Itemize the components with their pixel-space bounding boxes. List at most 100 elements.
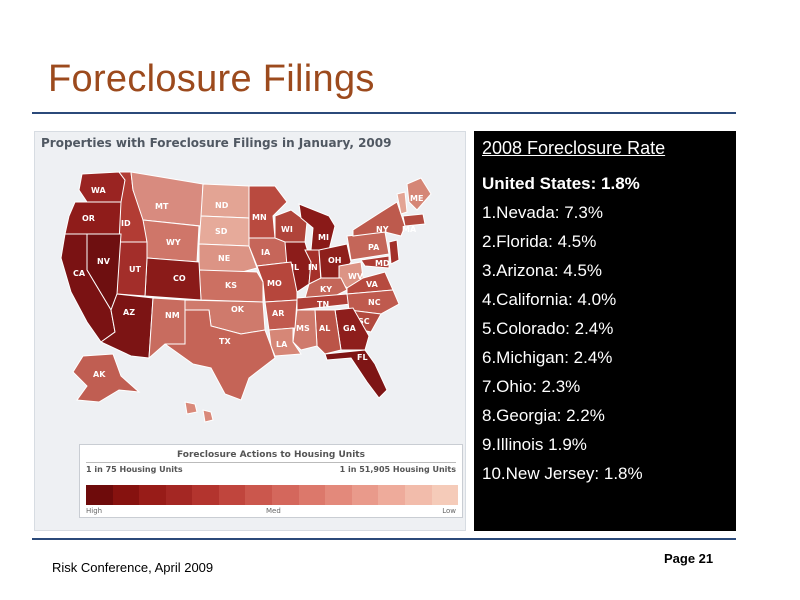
rate-list-item: 2.Florida: 4.5% xyxy=(482,232,597,251)
rate-panel-title: 2008 Foreclosure Rate xyxy=(482,138,666,158)
state-label: FL xyxy=(357,353,368,362)
state-label: MA xyxy=(402,225,417,234)
rate-list-item: 4.California: 4.0% xyxy=(482,290,617,309)
state-label: AK xyxy=(93,370,106,379)
state-VA xyxy=(346,271,394,295)
state-label: AL xyxy=(319,324,330,333)
legend-low-label: Low xyxy=(442,507,456,515)
rate-list-item: 1.Nevada: 7.3% xyxy=(482,203,603,222)
state-label: CO xyxy=(173,274,186,283)
state-label: NY xyxy=(376,225,389,234)
state-ME xyxy=(406,177,432,211)
state-label: AR xyxy=(272,309,284,318)
state-label: WA xyxy=(91,186,106,195)
legend-title: Foreclosure Actions to Housing Units xyxy=(177,450,365,460)
legend-swatch xyxy=(165,485,193,505)
state-NM xyxy=(148,297,186,360)
legend-swatch xyxy=(431,485,459,505)
state-label: WV xyxy=(348,272,364,281)
legend-color-scale xyxy=(86,485,459,505)
state-label: IL xyxy=(291,263,299,272)
state-label: LA xyxy=(276,340,288,349)
state-label: NC xyxy=(368,298,381,307)
state-TX xyxy=(163,309,276,401)
rate-list-item: 10.New Jersey: 1.8% xyxy=(482,464,643,483)
rate-list-item: 6.Michigan: 2.4% xyxy=(482,348,613,367)
us-state-map: WA OR ID MT ND SD WY NE MN IA WI MI xyxy=(60,171,432,423)
page-number: Page 21 xyxy=(664,551,714,566)
legend-high-label: High xyxy=(86,507,103,515)
legend-swatch xyxy=(378,485,405,505)
state-label: MT xyxy=(155,202,169,211)
legend-swatch xyxy=(112,485,140,505)
map-legend: Foreclosure Actions to Housing Units 1 i… xyxy=(79,444,463,518)
legend-swatch xyxy=(192,485,219,505)
state-NY xyxy=(352,201,406,237)
state-MS xyxy=(292,309,318,351)
state-label: GA xyxy=(343,324,357,333)
legend-swatch xyxy=(404,485,432,505)
state-label: MN xyxy=(252,213,267,222)
state-HI xyxy=(184,401,214,423)
state-label: NM xyxy=(165,311,180,320)
rate-list-item: 9.Illinois 1.9% xyxy=(482,435,587,454)
state-FL xyxy=(324,349,388,399)
slide-title: Foreclosure Filings xyxy=(48,58,375,100)
state-VT xyxy=(396,191,408,215)
map-heading: Properties with Foreclosure Filings in J… xyxy=(41,136,392,150)
state-NC xyxy=(346,289,400,315)
state-label: OK xyxy=(231,305,245,314)
legend-swatch xyxy=(218,485,246,505)
rate-list-item: 8.Georgia: 2.2% xyxy=(482,406,605,425)
state-label: WY xyxy=(166,238,181,247)
state-label: SC xyxy=(358,317,370,326)
state-label: SD xyxy=(215,227,228,236)
state-MD xyxy=(360,255,390,269)
legend-swatch xyxy=(86,485,113,505)
rate-list-item: 3.Arizona: 4.5% xyxy=(482,261,603,280)
legend-swatch xyxy=(351,485,379,505)
state-label: KY xyxy=(320,285,332,294)
us-rate: United States: 1.8% xyxy=(482,174,640,193)
legend-swatch xyxy=(298,485,326,505)
state-AK xyxy=(72,353,141,403)
state-MT xyxy=(130,171,204,227)
foreclosure-rate-panel: 2008 Foreclosure Rate United States: 1.8… xyxy=(474,131,736,531)
state-label: AZ xyxy=(123,308,135,317)
state-AR xyxy=(264,299,298,331)
legend-swatch xyxy=(139,485,166,505)
state-label: MI xyxy=(318,233,329,242)
rate-list: 1.Nevada: 7.3% 2.Florida: 4.5% 3.Arizona… xyxy=(482,198,728,488)
state-label: ND xyxy=(215,201,229,210)
legend-swatch xyxy=(272,485,299,505)
state-label: CA xyxy=(73,269,86,278)
state-label: PA xyxy=(368,243,380,252)
state-label: TN xyxy=(317,300,329,309)
state-label: ME xyxy=(410,194,423,203)
legend-right-label: 1 in 51,905 Housing Units xyxy=(339,465,456,474)
state-NJ xyxy=(388,239,400,265)
legend-swatch xyxy=(245,485,273,505)
legend-swatch xyxy=(325,485,352,505)
state-label: MD xyxy=(375,259,390,268)
state-label: MO xyxy=(267,279,282,288)
state-label: OR xyxy=(82,214,95,223)
state-label: VA xyxy=(366,280,379,289)
state-MA xyxy=(402,213,426,227)
state-label: NV xyxy=(97,257,111,266)
state-label: WI xyxy=(281,225,293,234)
footer-conference-label: Risk Conference, April 2009 xyxy=(52,560,214,575)
state-label: TX xyxy=(219,337,231,346)
footer-divider xyxy=(32,538,736,540)
state-label: IN xyxy=(308,263,318,272)
state-label: MS xyxy=(296,324,310,333)
legend-med-label: Med xyxy=(266,507,281,515)
state-label: IA xyxy=(261,248,271,257)
title-divider xyxy=(32,112,736,114)
state-label: NE xyxy=(218,254,230,263)
state-label: KS xyxy=(225,281,237,290)
legend-left-label: 1 in 75 Housing Units xyxy=(86,465,183,474)
rate-list-item: 5.Colorado: 2.4% xyxy=(482,319,614,338)
state-label: OH xyxy=(328,256,342,265)
state-label: UT xyxy=(129,265,141,274)
